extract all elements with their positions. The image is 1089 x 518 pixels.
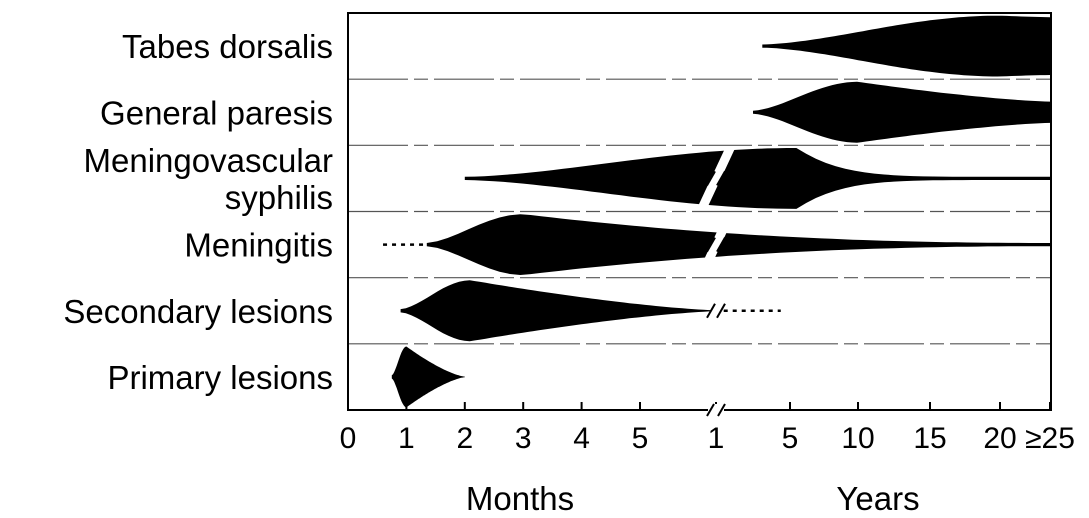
- x-tick-label: 5: [632, 422, 649, 455]
- x-tick-label: 10: [841, 422, 874, 455]
- x-tick-label: 3: [515, 422, 532, 455]
- stage-label: Secondary lesions: [63, 293, 333, 330]
- plot-border: [347, 12, 1052, 411]
- plot-frame: [347, 12, 1052, 411]
- x-axis-break-mark: [717, 403, 726, 417]
- axis-break-gap: [696, 214, 736, 276]
- axis-break-gap: [696, 280, 736, 342]
- stage-shape-6: [391, 346, 465, 408]
- stage-shape-4: [426, 214, 1050, 275]
- axis-break-mark: [706, 170, 716, 186]
- stage-shape-1: [762, 15, 1050, 77]
- stage-shape-2: [753, 81, 1050, 143]
- x-tick-label: 4: [573, 422, 590, 455]
- x-tick-label: 1: [708, 422, 725, 455]
- stage-label: syphilis: [225, 179, 333, 216]
- x-axis: 0 1 2 3 4 5 1 5 10 15 20 ≥25: [340, 402, 1075, 455]
- x-axis-title-years: Years: [836, 480, 919, 517]
- x-axis-break-mark: [706, 403, 715, 417]
- x-tick-label: 15: [913, 422, 946, 455]
- x-tick-label: 5: [782, 422, 799, 455]
- stage-label: Tabes dorsalis: [122, 28, 333, 65]
- x-tick-label: 0: [340, 422, 357, 455]
- axis-break-gap: [696, 147, 736, 209]
- stage-label: General paresis: [100, 94, 333, 131]
- stage-labels: Tabes dorsalis General paresis Meningovasc…: [63, 28, 333, 396]
- axis-break-mark: [706, 237, 716, 253]
- x-tick-label: 20: [983, 422, 1016, 455]
- stage-shape-3: [464, 148, 1050, 209]
- stage-label: Meningitis: [184, 227, 333, 264]
- axis-break-mark: [716, 303, 726, 319]
- axis-break-mark: [716, 237, 726, 253]
- x-tick-label: 2: [456, 422, 473, 455]
- stage-shapes: [383, 15, 1050, 408]
- stage-label: Primary lesions: [107, 359, 333, 396]
- row-separators: [348, 78, 1051, 345]
- stage-label: Meningovascular: [84, 142, 333, 179]
- axis-break-mark: [716, 170, 726, 186]
- x-tick-label: 1: [398, 422, 415, 455]
- x-axis-title-months: Months: [466, 480, 574, 517]
- stage-shape-5: [400, 280, 720, 342]
- x-tick-label: ≥25: [1025, 422, 1075, 455]
- axis-break-mark: [706, 303, 716, 319]
